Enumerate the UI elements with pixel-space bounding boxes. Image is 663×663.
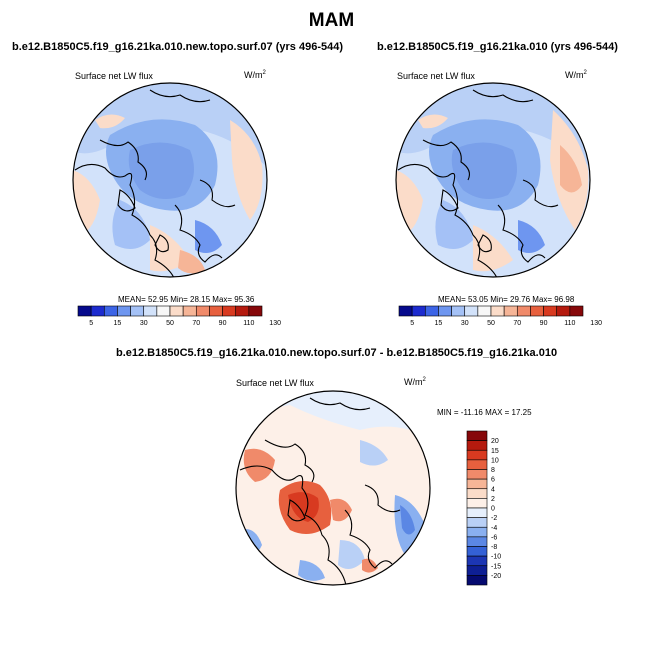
left-colorbar-tick-label: 90 xyxy=(219,320,227,327)
right-colorbar-tick-label: 90 xyxy=(540,320,548,327)
diff-colorbar-swatch xyxy=(466,488,488,499)
diff-colorbar-swatch xyxy=(466,459,488,470)
diff-colorbar-tick-label: -6 xyxy=(491,534,497,541)
right-colorbar-swatch xyxy=(464,305,479,317)
diff-colorbar-tick-label: 20 xyxy=(491,438,499,445)
right-variable-label: Surface net LW flux xyxy=(397,71,475,81)
left-colorbar-swatch xyxy=(130,305,145,317)
figure-title: MAM xyxy=(308,10,355,31)
left-variable-label: Surface net LW flux xyxy=(75,71,153,81)
left-colorbar-tick-label: 30 xyxy=(140,320,148,327)
right-colorbar-swatch xyxy=(398,305,413,317)
left-colorbar-tick-label: 110 xyxy=(243,320,254,327)
right-colorbar-swatch xyxy=(411,305,426,317)
right-colorbar-swatch xyxy=(451,305,466,317)
diff-colorbar-tick-label: 15 xyxy=(491,448,499,455)
left-colorbar-tick-label: 70 xyxy=(192,320,200,327)
right-colorbar-swatch xyxy=(438,305,452,317)
left-colorbar-swatch xyxy=(156,305,171,317)
diff-colorbar-tick-label: -4 xyxy=(491,525,497,532)
diff-map xyxy=(235,390,431,586)
diff-colorbar-swatch xyxy=(466,449,488,461)
left-colorbar-swatch xyxy=(182,305,197,317)
left-units-label: W/m2 xyxy=(244,70,266,80)
left-colorbar-swatch xyxy=(195,305,210,317)
right-colorbar: 5 15 30 50 70 90 110 130 xyxy=(398,305,602,327)
diff-panel-title: b.e12.B1850C5.f19_g16.21ka.010.new.topo.… xyxy=(116,347,558,359)
right-map xyxy=(395,82,591,278)
diff-colorbar-tick-label: 0 xyxy=(491,506,495,513)
right-units-label: W/m2 xyxy=(565,70,587,80)
left-colorbar-tick-label: 50 xyxy=(166,320,174,327)
diff-colorbar-tick-label: 6 xyxy=(491,477,495,484)
diff-variable-label: Surface net LW flux xyxy=(236,378,314,388)
left-colorbar-tick-label: 15 xyxy=(114,320,122,327)
right-colorbar-tick-label: 5 xyxy=(410,320,414,327)
right-colorbar-tick-label: 30 xyxy=(461,320,469,327)
diff-colorbar-swatch xyxy=(466,517,488,528)
diff-colorbar-tick-label: 4 xyxy=(491,486,495,493)
left-colorbar-swatch xyxy=(209,305,223,317)
right-colorbar-swatch xyxy=(490,305,505,317)
right-colorbar-swatch xyxy=(516,305,531,317)
left-colorbar-swatch xyxy=(103,305,118,317)
left-colorbar-swatch xyxy=(169,305,184,317)
diff-colorbar-tick-label: 2 xyxy=(491,496,495,503)
diff-colorbar-swatch xyxy=(466,507,488,518)
diff-colorbar-tick-label: -8 xyxy=(491,544,497,551)
diff-colorbar-swatch xyxy=(466,565,488,576)
right-colorbar-swatch xyxy=(477,305,492,317)
left-stats: MEAN= 52.95 Min= 28.15 Max= 95.36 xyxy=(118,295,255,304)
right-colorbar-swatch xyxy=(569,305,584,317)
diff-colorbar-tick-label: -15 xyxy=(491,563,501,570)
right-colorbar-swatch xyxy=(503,305,518,317)
diff-colorbar-tick-label: -20 xyxy=(491,573,501,580)
left-colorbar: 5 15 30 50 70 90 110 130 xyxy=(77,305,281,327)
right-colorbar-tick-label: 110 xyxy=(564,320,575,327)
left-colorbar-swatch xyxy=(77,305,92,317)
left-colorbar-swatch xyxy=(235,305,250,317)
right-colorbar-swatch xyxy=(424,305,439,317)
left-map xyxy=(72,82,268,278)
right-stats: MEAN= 53.05 Min= 29.76 Max= 96.98 xyxy=(438,295,575,304)
right-colorbar-tick-label: 130 xyxy=(590,320,602,327)
right-colorbar-swatch xyxy=(556,305,571,317)
diff-colorbar-swatch xyxy=(466,575,488,586)
right-colorbar-swatch xyxy=(543,305,558,317)
diff-colorbar-swatch xyxy=(466,536,488,547)
left-colorbar-swatch xyxy=(248,305,263,317)
diff-colorbar-swatch xyxy=(466,526,488,538)
diff-colorbar-tick-label: 8 xyxy=(491,467,495,474)
diff-units-label: W/m2 xyxy=(404,377,426,387)
diff-colorbar-tick-label: -10 xyxy=(491,554,501,561)
right-colorbar-swatch xyxy=(530,305,544,317)
left-colorbar-swatch xyxy=(90,305,105,317)
diff-colorbar-tick-label: 10 xyxy=(491,457,499,464)
left-colorbar-tick-label: 130 xyxy=(269,320,281,327)
left-panel-title: b.e12.B1850C5.f19_g16.21ka.010.new.topo.… xyxy=(12,41,343,53)
left-colorbar-swatch xyxy=(222,305,237,317)
right-colorbar-tick-label: 50 xyxy=(487,320,495,327)
left-colorbar-tick-label: 5 xyxy=(89,320,93,327)
left-colorbar-swatch xyxy=(143,305,158,317)
left-colorbar-swatch xyxy=(117,305,131,317)
diff-colorbar-swatch xyxy=(466,440,488,451)
diff-colorbar-swatch xyxy=(466,478,488,490)
right-panel-title: b.e12.B1850C5.f19_g16.21ka.010 (yrs 496-… xyxy=(377,41,618,53)
right-colorbar-tick-label: 15 xyxy=(435,320,443,327)
diff-colorbar-swatch xyxy=(466,555,488,567)
diff-colorbar-tick-label: -2 xyxy=(491,515,497,522)
diff-colorbar-swatch xyxy=(466,546,488,557)
diff-stats: MIN = -11.16 MAX = 17.25 xyxy=(437,408,532,417)
diff-colorbar-swatch xyxy=(466,430,488,441)
right-colorbar-tick-label: 70 xyxy=(513,320,521,327)
diff-colorbar-swatch xyxy=(466,498,488,509)
diff-colorbar-swatch xyxy=(466,469,488,480)
